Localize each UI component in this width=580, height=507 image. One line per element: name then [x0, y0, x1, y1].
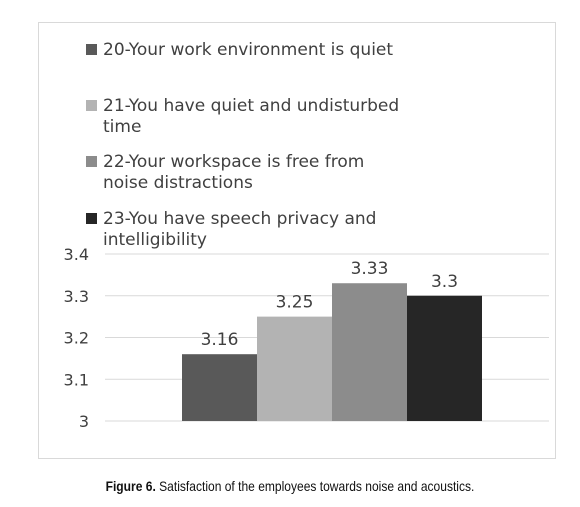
- legend-swatch: [86, 44, 97, 55]
- legend-entry-text: 22-Your workspace is free from: [103, 152, 364, 172]
- y-tick-label: 3: [79, 412, 89, 431]
- legend-entry-text: noise distractions: [103, 173, 253, 193]
- caption-label: Figure 6.: [105, 478, 156, 494]
- bar: [182, 354, 257, 421]
- data-label: 3.16: [201, 330, 239, 350]
- y-tick-label: 3.3: [64, 287, 89, 306]
- bar: [332, 283, 407, 421]
- bar-chart: 3 3.1 3.2 3.3 3.4 3.16 3.25 3.33 3.3 20-Your wo…: [64, 40, 549, 431]
- bar: [407, 295, 482, 421]
- legend-entry-text: time: [103, 117, 141, 137]
- legend: 20-Your work environment is quiet 21-You …: [86, 40, 399, 250]
- figure-caption: Figure 6. Satisfaction of the employees …: [41, 478, 540, 494]
- data-label: 3.33: [351, 259, 389, 279]
- legend-entry-text: 23-You have speech privacy and: [103, 209, 376, 229]
- legend-entry-text: intelligibility: [103, 230, 207, 250]
- y-tick-label: 3.4: [64, 245, 89, 264]
- bars: [182, 283, 482, 421]
- y-tick-label: 3.1: [64, 370, 89, 389]
- legend-entry-text: 21-You have quiet and undisturbed: [103, 96, 399, 116]
- caption-text: Satisfaction of the employees towards no…: [155, 478, 475, 494]
- legend-swatch: [86, 213, 97, 224]
- chart-frame: 3 3.1 3.2 3.3 3.4 3.16 3.25 3.33 3.3 20-Your wo…: [38, 22, 556, 459]
- bar: [257, 316, 332, 421]
- legend-swatch: [86, 100, 97, 111]
- legend-swatch: [86, 156, 97, 167]
- legend-entry-text: 20-Your work environment is quiet: [103, 40, 393, 60]
- data-label: 3.3: [431, 272, 458, 292]
- data-labels: 3.16 3.25 3.33 3.3: [201, 259, 458, 350]
- data-label: 3.25: [276, 293, 314, 313]
- y-axis-ticks: 3 3.1 3.2 3.3 3.4: [64, 245, 89, 431]
- y-tick-label: 3.2: [64, 329, 89, 348]
